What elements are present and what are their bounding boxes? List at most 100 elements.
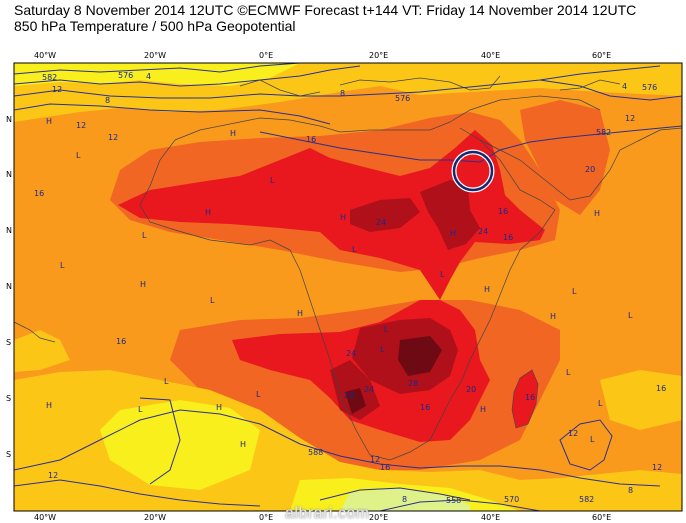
lat-label: S (6, 450, 11, 459)
temp-band-8-ne (470, 63, 682, 80)
contour-label: 582 (596, 128, 611, 137)
temp-label: 16 (525, 393, 535, 402)
temp-band-12-east (600, 370, 682, 430)
low-marker: L (142, 231, 147, 240)
lon-label: 20°E (369, 513, 388, 522)
contour-label: 576 (642, 83, 657, 92)
low-marker: L (590, 435, 595, 444)
temp-label: 12 (568, 429, 578, 438)
high-marker: H (205, 208, 211, 217)
lon-label: 0°E (259, 513, 273, 522)
temp-label: 24 (478, 227, 488, 236)
high-marker: H (46, 117, 52, 126)
temp-band-28-b (420, 180, 480, 250)
temp-label: 4 (622, 82, 627, 91)
lon-label: 60°E (592, 51, 611, 60)
low-marker: L (210, 296, 215, 305)
temp-label: 16 (116, 337, 126, 346)
pressure-markers: H L H L L H H L H L H L H L H L H L H L … (46, 117, 633, 449)
lon-label: 0°E (259, 51, 273, 60)
lat-label: S (6, 394, 11, 403)
low-marker: L (566, 368, 571, 377)
temp-label: 20 (585, 165, 595, 174)
high-marker: H (484, 285, 490, 294)
contour-label: 582 (579, 495, 594, 504)
temp-label: 16 (498, 207, 508, 216)
lon-label: 40°E (481, 51, 500, 60)
high-marker: H (450, 229, 456, 238)
temp-label: 8 (402, 495, 407, 504)
temp-label: 8 (340, 89, 345, 98)
lon-label: 40°W (34, 51, 56, 60)
temp-label: 12 (52, 85, 62, 94)
highlight-ring-inner (452, 150, 494, 192)
temp-label: 16 (34, 189, 44, 198)
temp-label: 16 (306, 135, 316, 144)
temp-label: 4 (146, 72, 151, 81)
contour-labels: 582 576 4 8 12 12 12 8 576 582 4 576 12 … (34, 71, 666, 505)
temp-label: 24 (376, 218, 386, 227)
forecast-title: Saturday 8 November 2014 12UTC ©ECMWF Fo… (14, 2, 637, 18)
temp-band-32-b (345, 388, 366, 414)
latitude-labels: N N N N S S S (6, 115, 12, 459)
temp-label: 12 (652, 463, 662, 472)
temp-label: 16 (656, 384, 666, 393)
high-marker: H (216, 403, 222, 412)
map-frame (13, 62, 683, 512)
contour-label: 558 (446, 496, 461, 505)
forecast-subtitle: 850 hPa Temperature / 500 hPa Geopotenti… (14, 18, 296, 34)
temp-label: 12 (48, 471, 58, 480)
temp-label: 24 (346, 349, 356, 358)
temp-band-20-arabia (520, 100, 610, 215)
contour-label: 576 (395, 94, 410, 103)
high-marker: H (594, 209, 600, 218)
temp-band-8-south (100, 400, 260, 490)
temp-band-8-north (14, 63, 300, 86)
low-marker: L (598, 399, 603, 408)
watermark: albrari.com (285, 505, 370, 522)
temp-label: 20 (466, 385, 476, 394)
contour-label: 582 (42, 73, 57, 82)
longitude-labels-top: 40°W 20°W 0°E 20°E 40°E 60°E (34, 51, 611, 60)
low-marker: L (60, 261, 65, 270)
lat-label: N (6, 226, 12, 235)
temp-label: 8 (628, 486, 633, 495)
low-marker: L (76, 151, 81, 160)
low-marker: L (628, 311, 633, 320)
high-marker: H (297, 309, 303, 318)
temp-band-28-a (350, 198, 420, 232)
lat-label: S (6, 338, 11, 347)
temp-label: 12 (76, 121, 86, 130)
low-marker: L (440, 270, 445, 279)
low-marker: L (380, 345, 385, 354)
lon-label: 20°E (369, 51, 388, 60)
temp-label: 28 (408, 379, 418, 388)
high-marker: H (340, 213, 346, 222)
high-marker: H (230, 129, 236, 138)
low-marker: L (572, 287, 577, 296)
contour-label: 588 (308, 448, 323, 457)
geopotential-contours (13, 62, 683, 512)
temp-band-12-west (14, 330, 70, 372)
lat-label: N (6, 282, 12, 291)
lon-label: 20°W (144, 513, 166, 522)
madagascar (511, 369, 539, 429)
contour-label: 576 (118, 71, 133, 80)
contour-label: 570 (504, 495, 519, 504)
lon-label: 60°E (592, 513, 611, 522)
temp-label: 16 (420, 403, 430, 412)
temp-label: 16 (503, 233, 513, 242)
low-marker: L (270, 176, 275, 185)
temp-label: 12 (108, 133, 118, 142)
temp-label: 24 (364, 385, 374, 394)
temp-band-24-north (118, 130, 545, 300)
high-marker: H (46, 401, 52, 410)
temp-label: 12 (625, 114, 635, 123)
high-marker: H (240, 440, 246, 449)
high-marker: H (480, 405, 486, 414)
low-marker: L (164, 377, 169, 386)
temp-band-32-a (398, 336, 442, 376)
temp-label: 16 (380, 463, 390, 472)
low-marker: L (384, 325, 389, 334)
